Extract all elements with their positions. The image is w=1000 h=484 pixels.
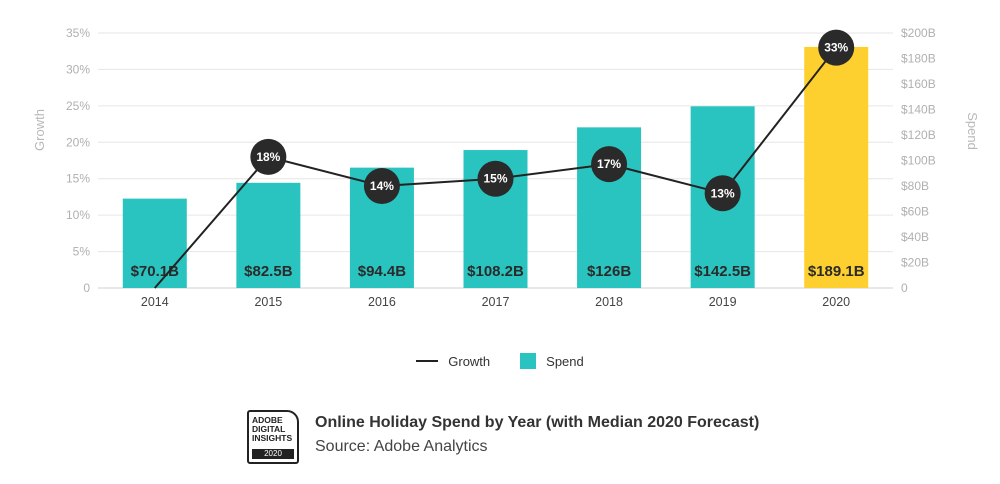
growth-point-label: 18% [256, 150, 280, 164]
legend-item-spend: Spend [520, 353, 584, 369]
y-left-tick-label: 0 [83, 281, 90, 295]
bar-value-label: $82.5B [244, 263, 293, 280]
footer: ADOBE DIGITAL INSIGHTS 2020 Online Holid… [247, 410, 759, 464]
adobe-digital-insights-logo: ADOBE DIGITAL INSIGHTS 2020 [247, 410, 299, 464]
growth-point [477, 160, 514, 197]
y-right-tick-label: $40B [901, 230, 929, 244]
y-left-tick-label: 35% [66, 26, 90, 40]
y-left-tick-label: 20% [66, 135, 90, 149]
growth-point [818, 29, 855, 66]
growth-point-label: 33% [824, 41, 848, 55]
legend-line-icon [416, 360, 439, 362]
bar [804, 46, 869, 289]
bar-value-label: $108.2B [467, 263, 524, 280]
logo-year: 2020 [252, 449, 294, 459]
y-right-tick-label: $80B [901, 179, 929, 193]
bar-value-label: $70.1B [131, 263, 180, 280]
logo-text: ADOBE DIGITAL INSIGHTS [252, 415, 293, 443]
y-right-tick-label: $180B [901, 52, 936, 66]
x-tick-label: 2017 [482, 295, 510, 309]
bar [236, 182, 301, 288]
x-tick-label: 2020 [822, 295, 850, 309]
bar-value-label: $126B [587, 263, 631, 280]
legend-label-growth: Growth [448, 353, 491, 369]
growth-point [250, 138, 287, 175]
y-right-tick-label: $100B [901, 154, 936, 168]
footer-text: Online Holiday Spend by Year (with Media… [315, 410, 759, 456]
y-right-tick-label: $200B [901, 26, 936, 40]
chart-title: Online Holiday Spend by Year (with Media… [315, 414, 760, 431]
x-tick-label: 2016 [368, 295, 396, 309]
bar-value-label: $94.4B [358, 263, 407, 280]
chart: $70.1B $82.5B $94.4B $108.2B $126B $142.5B $18… [32, 26, 980, 309]
legend-swatch-icon [520, 353, 537, 369]
growth-point-label: 17% [597, 157, 621, 171]
growth-point-label: 13% [711, 186, 735, 200]
y-right-axis-title: Spend [965, 112, 980, 150]
y-left-tick-label: 30% [66, 62, 90, 76]
y-left-tick-label: 5% [73, 245, 91, 259]
growth-point [591, 146, 628, 183]
x-tick-label: 2015 [254, 295, 282, 309]
y-left-tick-label: 25% [66, 99, 90, 113]
bar-value-label: $189.1B [808, 263, 865, 280]
axis-ticks: 0 5% 10% 15% 20% 25% 30% 35% 0 $20B $40B $60B $80B $1… [66, 26, 936, 309]
growth-line: 18% 14% 15% 17% 13% 33% [154, 29, 855, 289]
y-right-tick-label: $20B [901, 256, 929, 270]
growth-point [363, 168, 400, 204]
y-left-axis-title: Growth [32, 109, 47, 151]
y-right-tick-label: $120B [901, 128, 936, 142]
growth-point [704, 175, 741, 212]
bar-value-label: $142.5B [694, 263, 751, 280]
bar [122, 198, 187, 288]
y-right-tick-label: $60B [901, 205, 929, 219]
chart-source: Source: Adobe Analytics [315, 438, 488, 455]
y-right-tick-label: $140B [901, 103, 936, 117]
y-right-tick-label: $160B [901, 77, 936, 91]
y-left-tick-label: 15% [66, 172, 90, 186]
legend: Growth Spend [0, 353, 1000, 369]
x-tick-label: 2018 [595, 295, 623, 309]
bars: $70.1B $82.5B $94.4B $108.2B $126B $142.5B $18… [122, 46, 869, 289]
y-left-tick-label: 10% [66, 208, 90, 222]
growth-point-label: 14% [370, 179, 394, 193]
x-tick-label: 2019 [709, 295, 737, 309]
growth-point-label: 15% [483, 172, 507, 186]
y-right-tick-label: 0 [901, 281, 908, 295]
legend-label-spend: Spend [546, 353, 584, 369]
legend-item-growth: Growth [416, 354, 490, 369]
x-tick-label: 2014 [141, 295, 169, 309]
